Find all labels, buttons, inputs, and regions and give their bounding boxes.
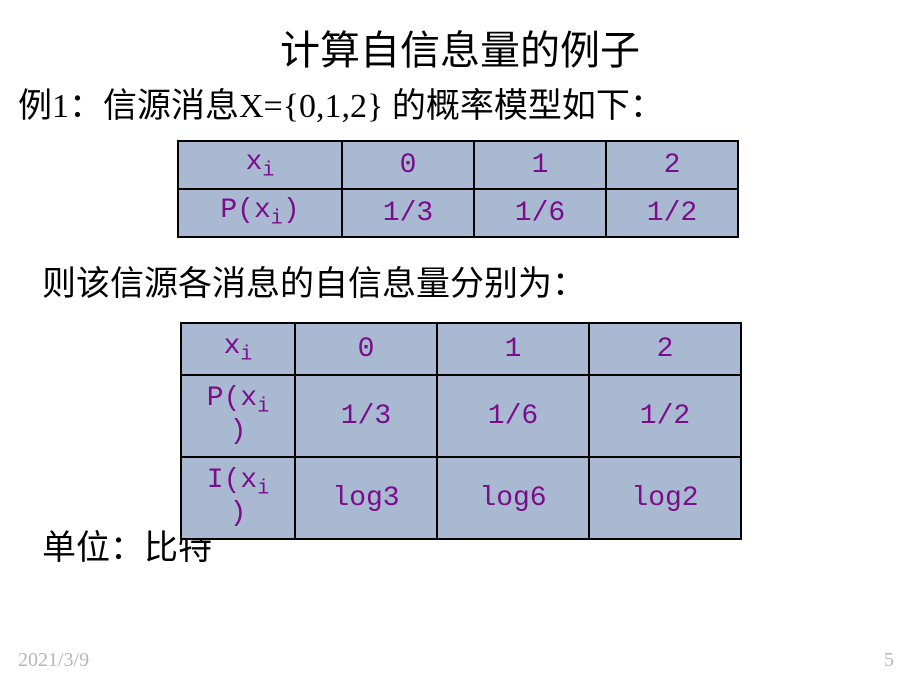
data-cell: 1/3 bbox=[295, 375, 437, 457]
table-row: xi 0 1 2 bbox=[181, 323, 741, 375]
row-label-ixi: I(xi) bbox=[181, 457, 295, 539]
subscript: i bbox=[262, 160, 274, 183]
data-cell: 1/6 bbox=[474, 189, 606, 237]
header-cell: 2 bbox=[589, 323, 741, 375]
subscript: i bbox=[257, 478, 269, 501]
data-cell: 1/6 bbox=[437, 375, 589, 457]
data-cell: 1/3 bbox=[342, 189, 474, 237]
table-row: P(xi) 1/3 1/6 1/2 bbox=[178, 189, 738, 237]
data-cell: log2 bbox=[589, 457, 741, 539]
header-cell: 1 bbox=[437, 323, 589, 375]
footer-page-number: 5 bbox=[884, 649, 894, 672]
subscript: i bbox=[257, 396, 269, 419]
row-label-pxi: P(xi) bbox=[181, 375, 295, 457]
header-cell: 0 bbox=[342, 141, 474, 189]
table-row: P(xi) 1/3 1/6 1/2 bbox=[181, 375, 741, 457]
data-cell: 1/2 bbox=[606, 189, 738, 237]
slide: 计算自信息量的例子 例1：信源消息X={0,1,2} 的概率模型如下： xi 0… bbox=[0, 0, 920, 690]
header-cell: 1 bbox=[474, 141, 606, 189]
subscript: i bbox=[271, 208, 283, 231]
header-xi: xi bbox=[181, 323, 295, 375]
data-cell: log6 bbox=[437, 457, 589, 539]
header-cell: 2 bbox=[606, 141, 738, 189]
probability-table: xi 0 1 2 P(xi) 1/3 1/6 1/2 bbox=[177, 140, 739, 238]
data-cell: log3 bbox=[295, 457, 437, 539]
footer-date: 2021/3/9 bbox=[18, 649, 89, 672]
table-row: I(xi) log3 log6 log2 bbox=[181, 457, 741, 539]
middle-text: 则该信源各消息的自信息量分别为： bbox=[42, 256, 586, 305]
table-row: xi 0 1 2 bbox=[178, 141, 738, 189]
slide-title: 计算自信息量的例子 bbox=[0, 18, 920, 76]
data-cell: 1/2 bbox=[589, 375, 741, 457]
self-information-table: xi 0 1 2 P(xi) 1/3 1/6 1/2 I(xi) log3 lo… bbox=[180, 322, 742, 540]
row-label-pxi: P(xi) bbox=[178, 189, 342, 237]
header-xi: xi bbox=[178, 141, 342, 189]
subscript: i bbox=[240, 344, 252, 367]
example-intro: 例1：信源消息X={0,1,2} 的概率模型如下： bbox=[18, 78, 664, 127]
header-cell: 0 bbox=[295, 323, 437, 375]
